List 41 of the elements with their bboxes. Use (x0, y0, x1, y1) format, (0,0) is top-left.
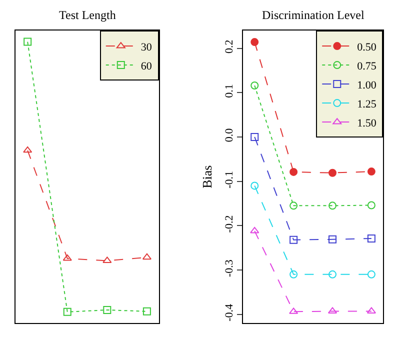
point (328, 235, 336, 244)
legend-label: 1.25 (357, 98, 377, 110)
y-tick-label: 0.2 (224, 40, 236, 54)
point (24, 38, 32, 46)
point (142, 253, 152, 260)
legend-label: 30 (140, 41, 152, 54)
point (250, 226, 260, 234)
point (328, 168, 336, 177)
point (62, 254, 72, 261)
y-tick-label: 0.0 (224, 128, 236, 142)
point (142, 307, 151, 316)
point (250, 132, 259, 141)
y-tick-label: -0.3 (224, 259, 236, 278)
point (367, 168, 376, 176)
legend-label: 0.75 (357, 60, 377, 72)
point (290, 168, 298, 176)
point (367, 201, 376, 210)
point (290, 270, 298, 278)
point (290, 202, 298, 210)
point (328, 202, 336, 210)
y-tick-label: -0.1 (224, 170, 236, 188)
point (250, 38, 259, 46)
legend-label: 60 (140, 60, 152, 72)
y-tick-label: -0.4 (224, 303, 236, 322)
y-axis-title: Bias (199, 165, 214, 188)
legend-label: 1.50 (357, 117, 377, 130)
point (23, 146, 32, 153)
y-tick-label: -0.2 (224, 215, 236, 233)
point (250, 82, 259, 90)
legend-label: 0.50 (357, 41, 377, 54)
point (290, 236, 298, 244)
point (63, 308, 72, 316)
chart-title: Discrimination Level (262, 8, 365, 22)
point (367, 270, 376, 278)
point (367, 234, 376, 242)
point (103, 306, 112, 314)
y-tick-label: 0.1 (224, 84, 236, 98)
chart-title: Test Length (59, 8, 116, 22)
point (250, 182, 259, 190)
point (328, 270, 336, 278)
legend-label: 1.00 (357, 79, 377, 92)
